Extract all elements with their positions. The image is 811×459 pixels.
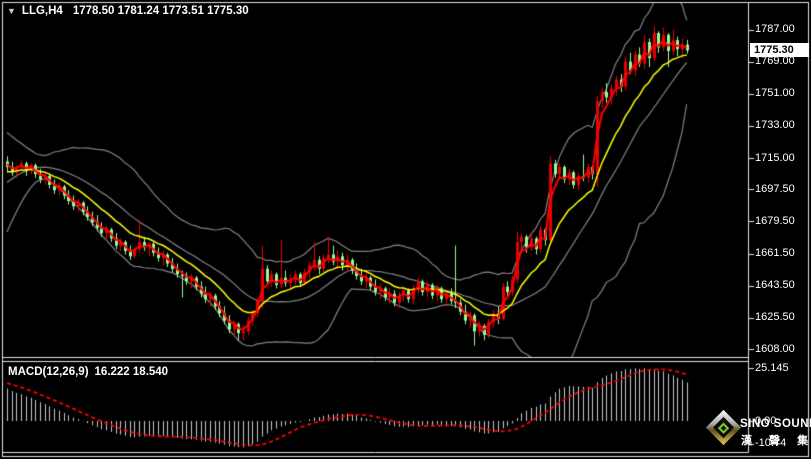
diamond-logo-icon <box>705 409 742 446</box>
symbol-period-label: LLG,H4 <box>21 5 63 17</box>
price-axis-label: 1661.50 <box>755 247 795 260</box>
price-axis-label: 1643.50 <box>755 279 795 292</box>
logo-title: SINO SOUND <box>740 418 811 430</box>
price-axis-label: 1769.00 <box>755 55 795 68</box>
price-axis-label: 1787.00 <box>755 23 795 35</box>
price-axis-label: 1608.00 <box>755 342 795 355</box>
current-price-label: 1775.30 <box>750 43 809 58</box>
price-axis-label: 1697.50 <box>755 182 795 195</box>
macd-label: MACD(12,26,9) <box>8 366 89 378</box>
logo-subtitle: 漢 聲 集 團 <box>741 435 811 447</box>
price-axis-label: 1715.00 <box>755 151 795 164</box>
macd-indicator-title: MACD(12,26,9) 16.222 18.540 <box>8 366 168 378</box>
macd-axis-label: -10.74 <box>755 437 787 450</box>
price-axis-label: 1625.50 <box>755 311 795 324</box>
ohlc-values: 1778.50 1781.24 1773.51 1775.30 <box>72 5 249 17</box>
macd-values: 16.222 18.540 <box>94 366 169 378</box>
diamond-core <box>717 422 730 434</box>
price-axis-label: 1751.00 <box>755 87 795 100</box>
chevron-down-icon[interactable]: ▼ <box>7 6 16 16</box>
macd-axis-label: 0.00 <box>755 414 777 427</box>
price-axis-label: 1733.00 <box>755 119 795 132</box>
broker-logo: SINO SOUND 漢 聲 集 團 <box>703 409 811 455</box>
price-axis-label: 1679.50 <box>755 214 795 227</box>
macd-axis-label: 25.145 <box>755 361 789 374</box>
diamond-inner <box>712 416 735 439</box>
title-bar: ▼ LLG,H4 1778.50 1781.24 1773.51 1775.30 <box>7 5 249 17</box>
